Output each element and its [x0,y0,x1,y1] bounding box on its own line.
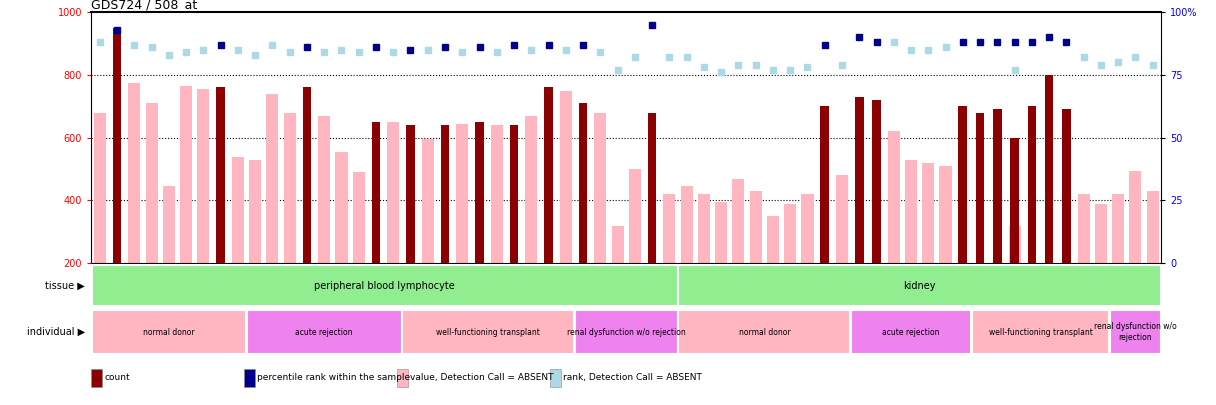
Bar [180,86,192,263]
Bar [91,265,677,306]
Text: value, Detection Call = ABSENT: value, Detection Call = ABSENT [410,373,553,382]
Bar [851,310,972,354]
Bar [575,310,677,354]
Bar [715,202,727,263]
Text: peripheral blood lymphocyte: peripheral blood lymphocyte [314,281,455,290]
Bar [113,28,122,263]
Bar [855,97,863,263]
Bar [266,94,278,263]
Bar [1094,204,1107,263]
Bar [372,122,381,263]
Bar [216,87,225,263]
Bar [387,122,399,263]
Bar [1028,107,1036,263]
Bar [336,152,348,263]
Bar [664,194,675,263]
Bar [888,131,900,263]
Bar [510,125,518,263]
Bar [249,160,261,263]
Bar [91,310,246,354]
Bar [406,125,415,263]
Bar [440,125,450,263]
Bar [1110,310,1161,354]
Bar [1130,171,1142,263]
Bar [681,186,693,263]
Text: tissue ▶: tissue ▶ [45,281,85,290]
Bar [559,91,572,263]
Text: acute rejection: acute rejection [295,328,353,337]
Bar [972,310,1109,354]
Text: normal donor: normal donor [143,328,195,337]
Bar [905,160,917,263]
Bar [1147,191,1159,263]
Bar [94,113,106,263]
Bar [129,83,140,263]
Text: percentile rank within the sample: percentile rank within the sample [257,373,410,382]
Bar [579,103,587,263]
Text: renal dysfunction w/o
rejection: renal dysfunction w/o rejection [1094,322,1177,342]
Bar [749,191,761,263]
Bar [303,87,311,263]
Bar [525,116,537,263]
Bar [1062,109,1070,263]
Bar [801,194,814,263]
Text: GDS724 / 508_at: GDS724 / 508_at [91,0,197,11]
Bar [1077,194,1090,263]
Bar [353,172,365,263]
Bar [958,107,967,263]
Bar [475,122,484,263]
Bar [993,109,1002,263]
Bar [1045,75,1053,263]
Bar [232,157,244,263]
Bar [679,265,1161,306]
Bar [732,179,744,263]
Bar [197,89,209,263]
Bar [244,369,255,387]
Text: well-functioning transplant: well-functioning transplant [437,328,540,337]
Bar [698,194,710,263]
Bar [551,369,561,387]
Text: rank, Detection Call = ABSENT: rank, Detection Call = ABSENT [563,373,702,382]
Bar [835,175,848,263]
Bar [319,116,331,263]
Bar [767,216,779,263]
Bar [545,87,553,263]
Text: acute rejection: acute rejection [883,328,940,337]
Bar [648,113,657,263]
Bar [491,125,503,263]
Text: normal donor: normal donor [738,328,790,337]
Text: well-functioning transplant: well-functioning transplant [989,328,1092,337]
Bar [940,166,952,263]
Bar [595,113,607,263]
Bar [91,369,102,387]
Bar [821,107,829,263]
Bar [146,103,158,263]
Bar [283,113,295,263]
Text: kidney: kidney [903,281,936,290]
Bar [1008,226,1020,263]
Bar [398,369,407,387]
Bar [975,113,985,263]
Text: count: count [105,373,130,382]
Bar [1113,194,1124,263]
Bar [247,310,401,354]
Bar [422,139,434,263]
Bar [402,310,574,354]
Bar [784,204,796,263]
Text: individual ▶: individual ▶ [27,327,85,337]
Bar [872,100,880,263]
Bar [922,163,934,263]
Bar [629,169,641,263]
Bar [456,124,468,263]
Bar [679,310,850,354]
Bar [163,186,175,263]
Bar [1010,138,1019,263]
Text: renal dysfunction w/o rejection: renal dysfunction w/o rejection [567,328,686,337]
Bar [612,226,624,263]
